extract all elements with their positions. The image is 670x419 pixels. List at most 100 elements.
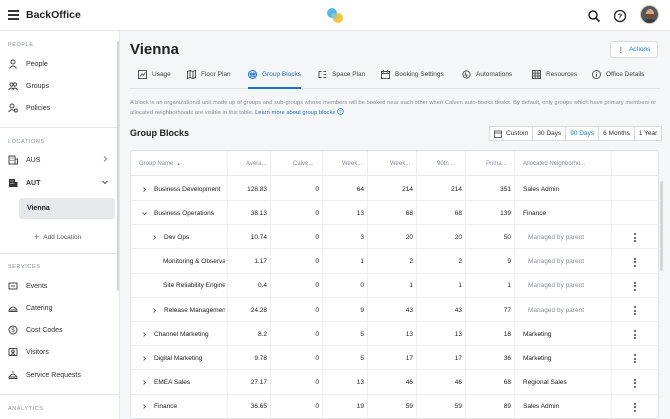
chevron-right-icon[interactable] <box>141 186 148 193</box>
table-scrollbar[interactable] <box>660 181 663 271</box>
p90-cell: 68 <box>454 209 462 217</box>
tab-office-details[interactable]: Office Details <box>592 70 645 89</box>
service-request-icon <box>8 371 18 379</box>
table-row[interactable]: EMEA Sales 27.17 0 13 46 46 68 Regional Sales <box>131 371 658 395</box>
chevron-right-icon[interactable] <box>141 379 148 386</box>
table-row[interactable]: Finance 36.65 0 19 59 59 89 Sales Admin <box>131 395 658 418</box>
top-bar: BackOffice ? <box>0 0 670 31</box>
table-row[interactable]: Business Development 128.83 0 64 214 214 351 Sa… <box>131 177 658 201</box>
chevron-right-icon[interactable] <box>101 155 109 163</box>
calven-cell: 0 <box>315 306 319 314</box>
sidebar-item-cost-codes[interactable]: $ Cost Codes <box>0 320 119 340</box>
table-row[interactable]: Site Reliability Engineering 0.4 0 0 1 1 1 Mana… <box>131 274 658 298</box>
sidebar-item-service-requests[interactable]: Service Requests <box>0 365 119 385</box>
date-range-selector: Custom 30 Days 90 Days 6 Months 1 Year <box>489 126 663 141</box>
actions-button[interactable]: ⋮ Actions <box>610 41 658 58</box>
group-name: Monitoring & Observability <box>163 258 225 266</box>
chevron-right-icon[interactable] <box>141 331 148 338</box>
table-row[interactable]: Monitoring & Observability 1.17 0 1 2 2 9 Manag… <box>131 250 658 274</box>
sidebar-item-catering[interactable]: Catering <box>0 298 119 318</box>
primary-cell: 1 <box>507 282 511 290</box>
sidebar-item-aus[interactable]: AUS <box>0 150 119 170</box>
chevron-right-icon[interactable] <box>141 355 148 362</box>
sidebar-item-events[interactable]: Events <box>0 276 119 296</box>
column-header-week-1[interactable]: Week... <box>342 160 363 167</box>
week2-cell: 2 <box>409 258 413 266</box>
column-header-primary[interactable]: Prima... <box>486 160 507 167</box>
table-row[interactable]: Dev Ops 10.74 0 3 20 20 50 Managed by parent <box>131 225 658 250</box>
chevron-down-icon[interactable] <box>141 210 148 217</box>
sidebar-item-aut[interactable]: AUT <box>0 173 119 193</box>
range-90-days[interactable]: 90 Days <box>565 126 600 141</box>
tab-label: Floor Plan <box>201 71 231 78</box>
add-location-button[interactable]: + Add Location <box>34 232 81 242</box>
row-menu-icon[interactable] <box>633 306 636 315</box>
row-menu-icon[interactable] <box>633 378 636 388</box>
neighborhood-cell: Marketing <box>523 330 552 338</box>
sidebar-divider <box>0 394 119 395</box>
group-name-cell: Monitoring & Observability <box>163 250 225 274</box>
group-name: Business Development <box>154 185 221 193</box>
week1-cell: 5 <box>360 330 364 338</box>
page-title: Vienna <box>130 41 179 58</box>
sidebar-divider <box>0 127 119 128</box>
help-icon[interactable]: ? <box>613 9 627 23</box>
sidebar-scrollbar[interactable] <box>117 41 119 291</box>
row-menu-icon[interactable] <box>633 233 636 243</box>
chevron-right-icon[interactable] <box>151 234 158 241</box>
row-menu-icon[interactable] <box>633 402 636 412</box>
row-menu-icon[interactable] <box>633 330 636 340</box>
group-name-cell: Finance <box>141 395 225 418</box>
p90-cell: 2 <box>458 258 462 266</box>
booking-settings-icon <box>381 70 390 79</box>
column-header-90th[interactable]: 90th ... <box>437 160 456 167</box>
group-name: Digital Marketing <box>154 354 203 362</box>
column-header-week-2[interactable]: Week... <box>390 160 411 167</box>
range-1-year[interactable]: 1 Year <box>633 126 663 141</box>
tab-space-plan[interactable]: Space Plan <box>318 71 365 89</box>
tab-floor-plan[interactable]: Floor Plan <box>187 70 231 89</box>
group-name-cell: Digital Marketing <box>141 346 225 370</box>
column-header-calven[interactable]: Calve... <box>293 160 314 167</box>
column-header-group-name[interactable]: Group Name ▴ <box>139 151 225 176</box>
tab-group-blocks[interactable]: Group Blocks <box>248 70 302 89</box>
table-row[interactable]: Release Management 24.28 0 9 43 43 77 Managed b… <box>131 298 658 322</box>
sidebar-item-vienna[interactable]: Vienna <box>19 198 115 219</box>
menu-icon[interactable] <box>8 10 19 20</box>
learn-more-link[interactable]: Learn more about group blocks <box>255 110 335 116</box>
neighborhood-cell: Marketing <box>523 354 552 362</box>
main-content: Vienna ⋮ Actions Usage Floor Plan Group … <box>120 31 670 419</box>
range-custom[interactable]: Custom <box>489 126 534 141</box>
tab-automations[interactable]: Automations <box>462 70 512 89</box>
actions-label: Actions <box>629 46 651 53</box>
range-6-months[interactable]: 6 Months <box>598 126 635 141</box>
table-row[interactable]: Channel Marketing 8.2 0 5 13 13 18 Marketing <box>131 322 658 347</box>
row-menu-icon[interactable] <box>633 281 636 291</box>
sidebar-item-people[interactable]: People <box>0 54 119 74</box>
primary-cell: 50 <box>503 233 511 241</box>
table-row[interactable]: Business Operations 38.13 0 13 68 68 139 Financ… <box>131 201 658 226</box>
sidebar-item-groups[interactable]: Groups <box>0 76 119 96</box>
sidebar-item-label: Policies <box>26 104 51 112</box>
help-icon[interactable]: ? <box>337 108 344 115</box>
column-header-allocated-neighborhood[interactable]: Allocated Neighborho... <box>523 160 586 167</box>
row-menu-icon[interactable] <box>633 354 636 364</box>
column-label: Group Name <box>139 160 174 167</box>
tab-usage[interactable]: Usage <box>138 70 171 89</box>
tab-bar: Usage Floor Plan Group Blocks Space Plan… <box>130 68 660 89</box>
sidebar-item-policies[interactable]: Policies <box>0 98 119 118</box>
chevron-right-icon[interactable] <box>141 403 148 410</box>
avg-cell: 36.65 <box>250 403 267 411</box>
column-header-average[interactable]: Avera... <box>246 160 267 167</box>
search-icon[interactable] <box>587 9 601 23</box>
row-menu-icon[interactable] <box>633 257 636 267</box>
range-30-days[interactable]: 30 Days <box>532 126 567 141</box>
neighborhood-cell: Managed by parent <box>528 306 585 314</box>
chevron-down-icon[interactable] <box>101 178 109 186</box>
tab-resources[interactable]: Resources <box>532 70 577 89</box>
table-row[interactable]: Digital Marketing 9.78 0 5 17 17 36 Marketing <box>131 346 658 371</box>
sidebar-item-visitors[interactable]: Visitors <box>0 342 119 362</box>
avatar[interactable] <box>640 5 659 24</box>
tab-booking-settings[interactable]: Booking Settings <box>381 70 444 89</box>
chevron-right-icon[interactable] <box>151 307 158 314</box>
